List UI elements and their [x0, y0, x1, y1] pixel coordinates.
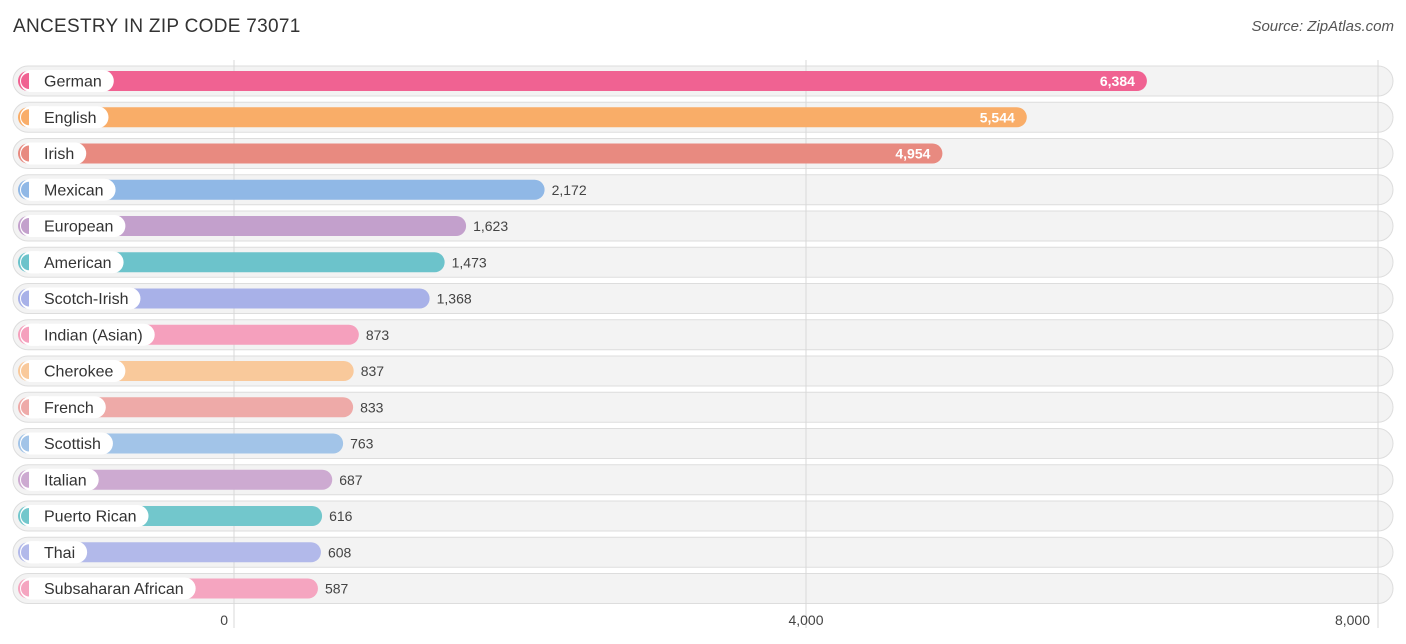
category-label-pill	[20, 215, 126, 237]
x-tick-label: 0	[220, 612, 228, 628]
bar-group: Thai 608	[18, 541, 352, 564]
row-background	[12, 573, 1394, 604]
category-label: European	[44, 219, 113, 236]
bars: German 6,384 English 5,544 Irish 4,954 Mexican…	[18, 70, 1147, 600]
category-label-pill	[20, 396, 106, 419]
category-label-pill	[20, 70, 114, 92]
category-label: American	[44, 255, 112, 272]
category-label-pill	[20, 178, 116, 201]
source-note: Source: ZipAtlas.com	[1251, 18, 1394, 35]
value-label: 6,384	[1100, 73, 1135, 89]
bar-group: Irish 4,954	[18, 142, 943, 165]
category-label-pill	[20, 468, 99, 491]
bar-group: English 5,544	[18, 106, 1027, 129]
label-pill-edge	[29, 106, 39, 129]
value-label: 587	[325, 581, 349, 597]
category-label: Puerto Rican	[44, 509, 137, 526]
label-pill-edge	[29, 215, 39, 237]
bar	[18, 179, 545, 200]
bar-group: Scotch-Irish 1,368	[18, 287, 472, 310]
bar-group: German 6,384	[18, 70, 1147, 92]
bar-group: Cherokee 837	[18, 360, 384, 382]
label-pill-edge	[29, 287, 39, 310]
category-label-pill	[20, 505, 149, 527]
category-label: English	[44, 110, 96, 127]
row-background	[12, 500, 1394, 532]
category-label: Mexican	[44, 182, 104, 199]
bar-group: Puerto Rican 616	[18, 505, 353, 527]
label-pill-edge	[29, 577, 39, 600]
category-label: Italian	[44, 472, 87, 489]
value-label: 5,544	[980, 109, 1015, 125]
label-pill-edge	[29, 251, 39, 274]
value-label: 4,954	[895, 146, 930, 162]
label-pill-edge	[29, 432, 39, 455]
x-tick-label: 8,000	[1335, 612, 1370, 628]
label-pill-edge	[29, 505, 39, 527]
row-background	[12, 428, 1394, 459]
label-pill-edge	[29, 541, 39, 564]
category-label: Thai	[44, 545, 75, 562]
category-label-pill	[20, 360, 126, 382]
row-background	[12, 536, 1394, 568]
category-label: German	[44, 74, 102, 91]
bar	[18, 71, 1147, 91]
bar-group: French 833	[18, 396, 384, 419]
value-label: 687	[339, 472, 363, 488]
bar-group: Subsaharan African 587	[18, 577, 349, 600]
category-label: French	[44, 400, 94, 417]
category-label: Indian (Asian)	[44, 327, 143, 344]
row-background	[12, 391, 1394, 423]
value-label: 833	[360, 399, 384, 415]
value-label: 837	[361, 363, 385, 379]
row-background	[12, 319, 1394, 351]
label-pill-edge	[29, 142, 39, 165]
x-axis-ticks: 0 4,000 8,000	[220, 612, 1370, 628]
value-label: 616	[329, 508, 353, 524]
value-label: 1,623	[473, 218, 508, 234]
bar-group: Scottish 763	[18, 432, 374, 455]
label-pill-edge	[29, 178, 39, 201]
bar	[18, 107, 1027, 128]
category-label: Subsaharan African	[44, 581, 184, 598]
value-label: 763	[350, 436, 374, 452]
category-label: Cherokee	[44, 364, 113, 381]
label-pill-edge	[29, 468, 39, 491]
label-pill-edge	[29, 396, 39, 419]
bar-group: Italian 687	[18, 468, 363, 491]
category-label-pill	[20, 577, 196, 600]
bar	[18, 542, 321, 563]
x-tick-label: 4,000	[788, 612, 823, 628]
bar-group: American 1,473	[18, 251, 487, 274]
category-label-pill	[20, 106, 109, 129]
category-label-pill	[20, 287, 141, 310]
bar-group: Mexican 2,172	[18, 178, 587, 201]
value-label: 1,368	[437, 291, 472, 307]
category-label: Irish	[44, 146, 74, 163]
category-label: Scotch-Irish	[44, 291, 128, 308]
category-label-pill	[20, 432, 113, 455]
bar-group: Indian (Asian) 873	[18, 323, 390, 346]
value-label: 608	[328, 544, 352, 560]
label-pill-edge	[29, 70, 39, 92]
label-pill-edge	[29, 360, 39, 382]
value-label: 1,473	[452, 254, 487, 270]
bar	[18, 252, 445, 273]
bar-group: European 1,623	[18, 215, 508, 237]
category-label-pill	[20, 323, 155, 346]
bar	[18, 143, 943, 164]
category-label: Scottish	[44, 436, 101, 453]
row-background	[12, 464, 1394, 496]
label-pill-edge	[29, 323, 39, 346]
category-label-pill	[20, 251, 124, 274]
chart-title: ANCESTRY IN ZIP CODE 73071	[13, 16, 301, 37]
value-label: 2,172	[552, 182, 587, 198]
row-background	[12, 355, 1394, 387]
bar	[18, 216, 467, 236]
value-label: 873	[366, 327, 390, 343]
